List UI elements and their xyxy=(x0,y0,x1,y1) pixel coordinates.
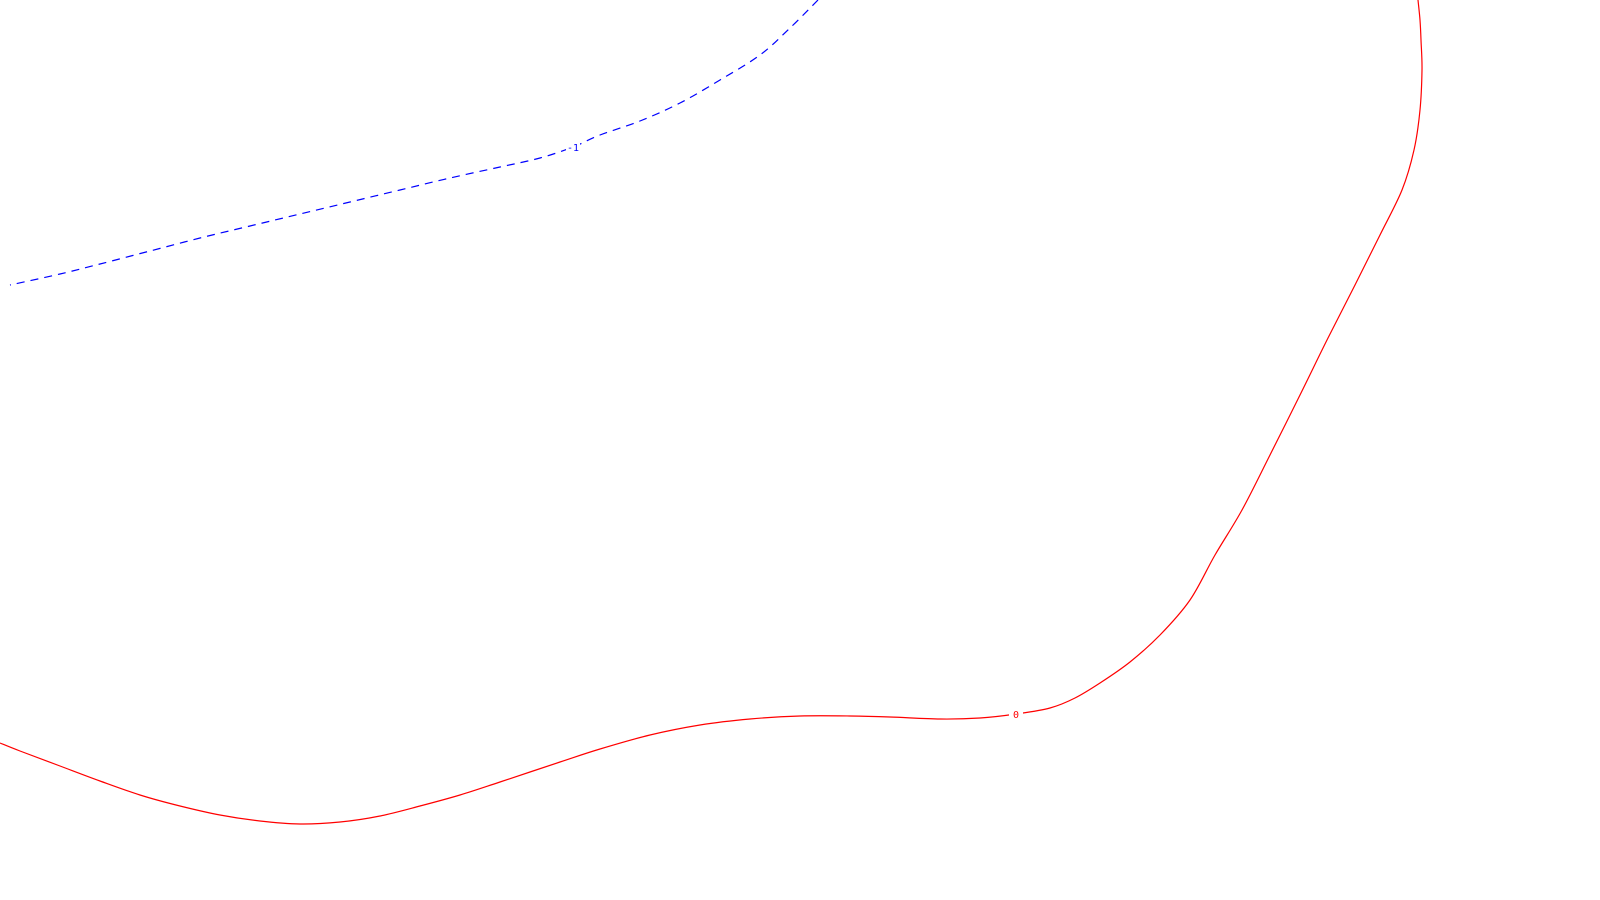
contour-line-level-0 xyxy=(0,0,1423,825)
contour-label-background xyxy=(1009,708,1023,720)
contour-label: 0 xyxy=(1013,710,1019,721)
contour-line-level-neg1 xyxy=(9,0,819,286)
contour-labels: 0 -1 xyxy=(566,141,1023,721)
contour-label: -1 xyxy=(567,143,579,154)
contour-label-background xyxy=(566,141,580,153)
contour-lines xyxy=(0,0,1423,825)
